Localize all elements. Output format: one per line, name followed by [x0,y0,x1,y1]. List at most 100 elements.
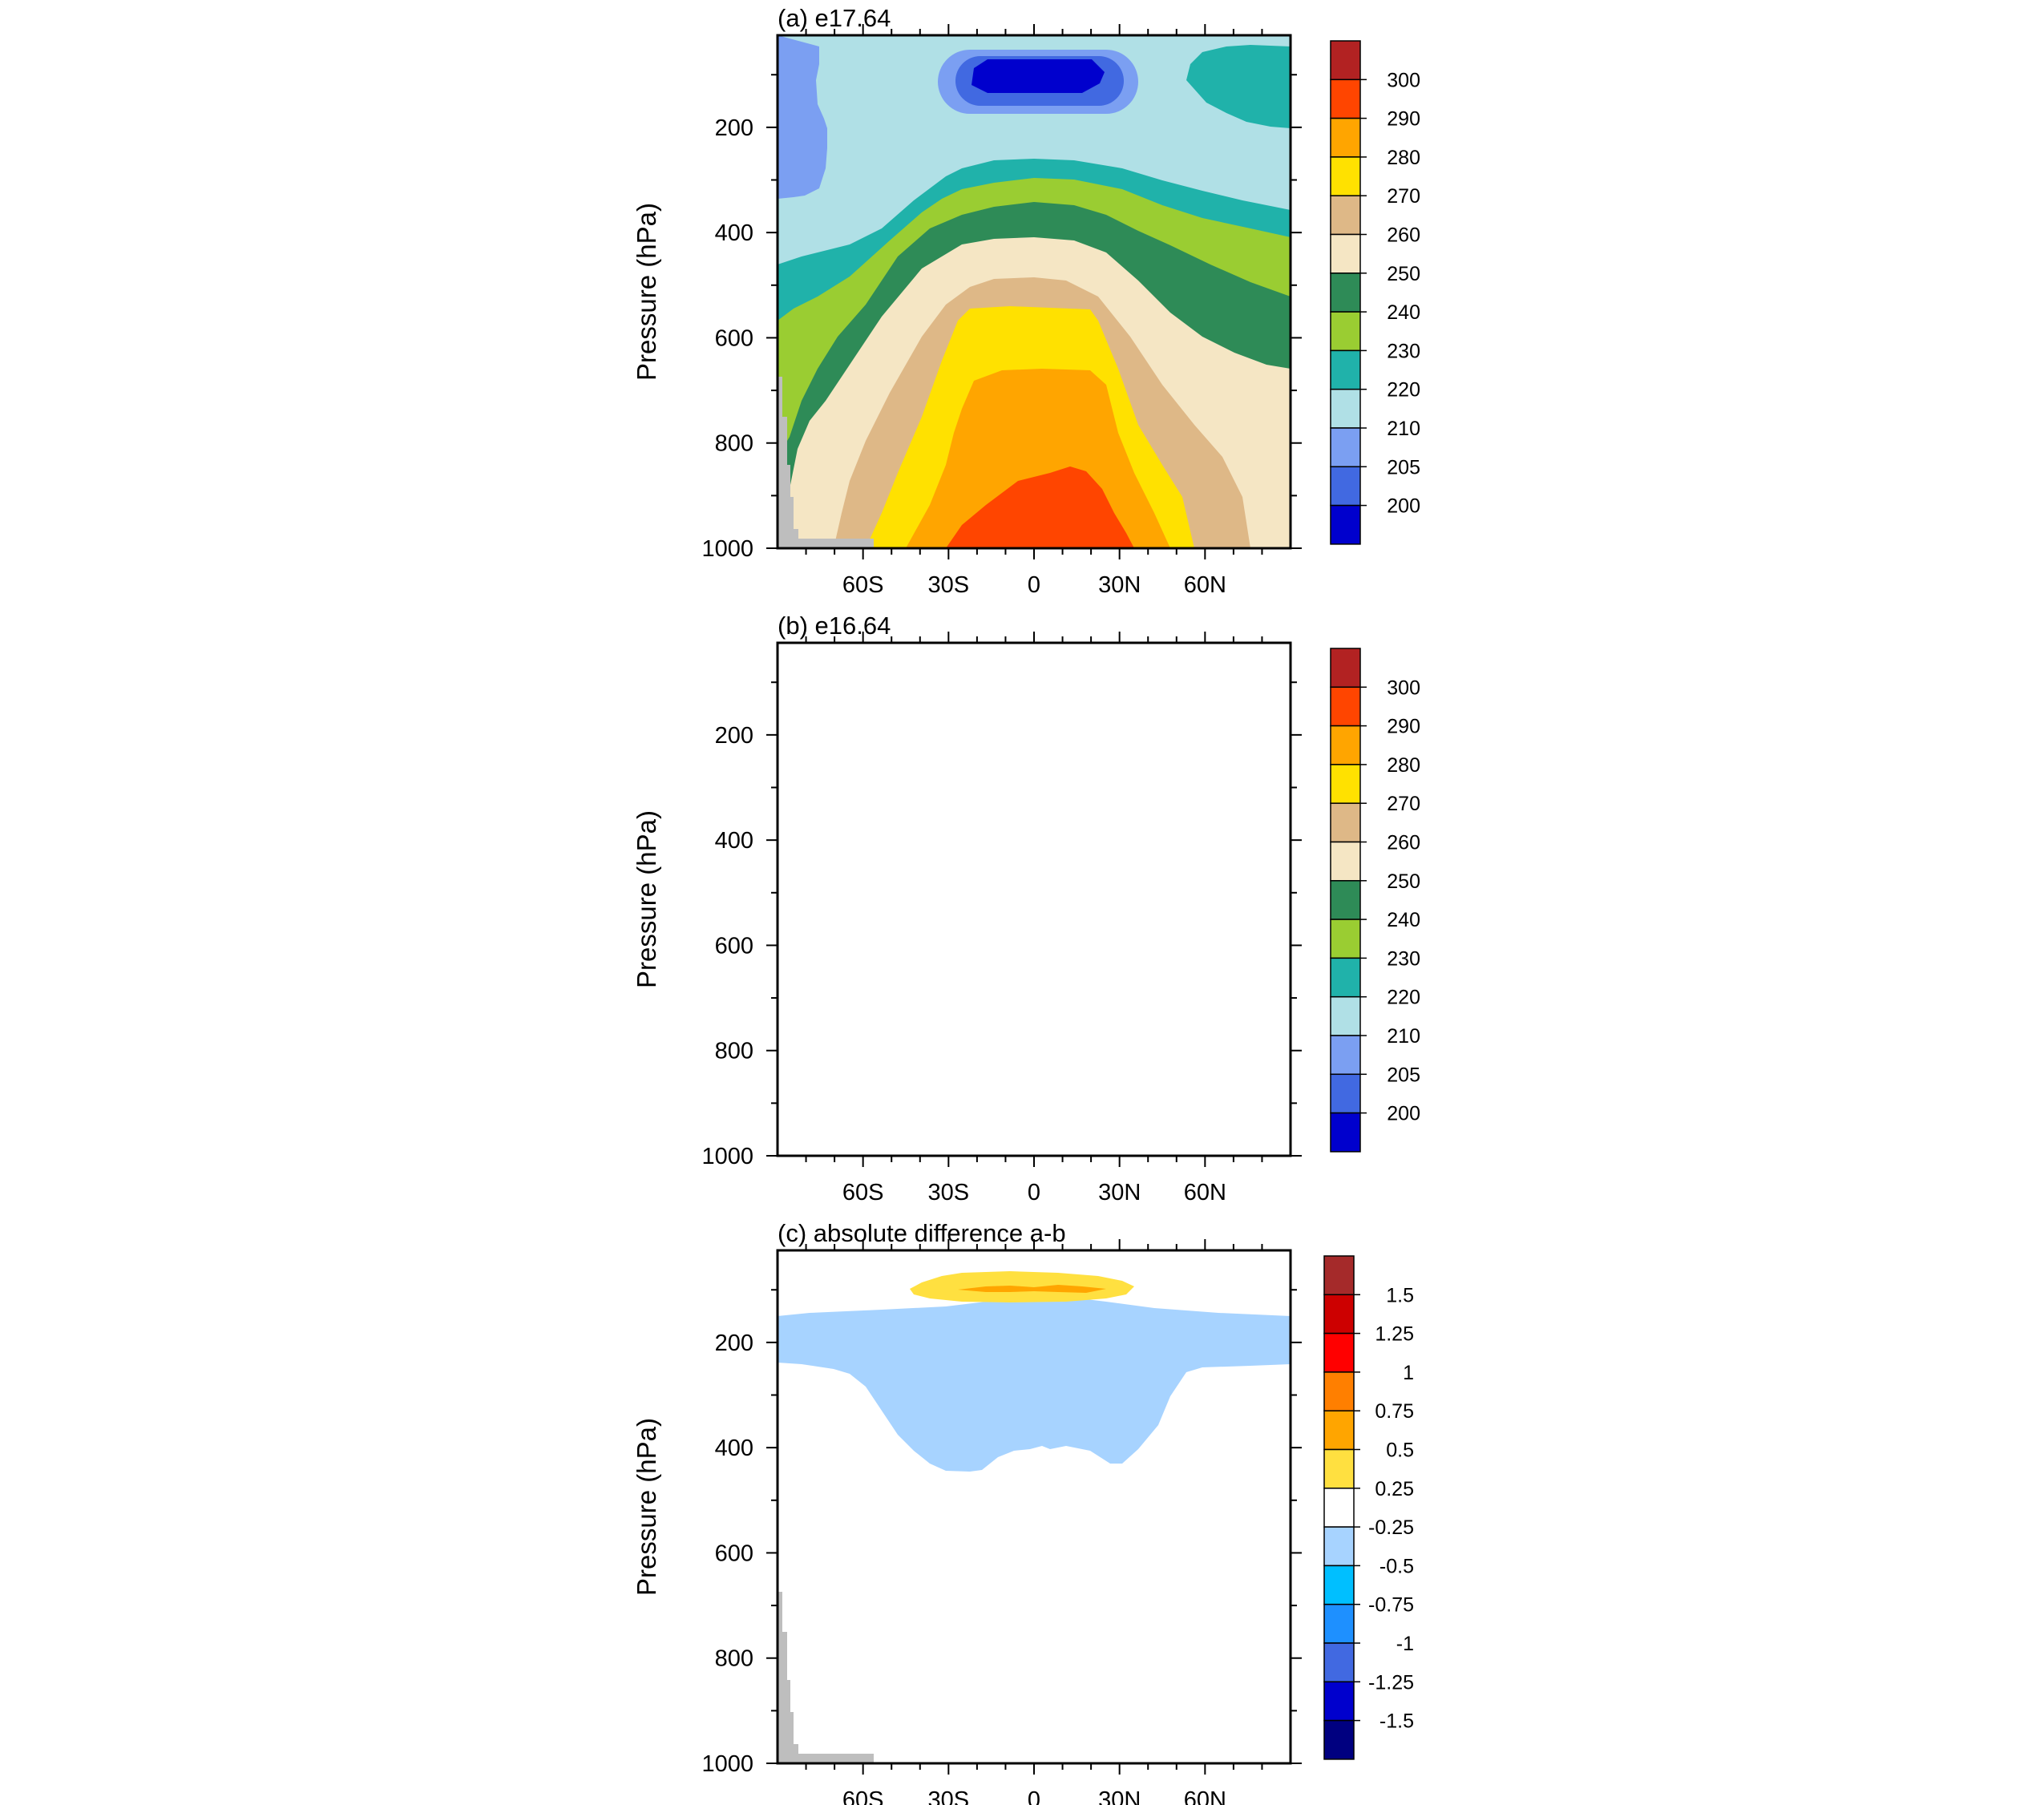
colorbar-label: 200 [1387,1103,1420,1125]
colorbar-label: 240 [1387,909,1420,931]
contour-band-below-200 [972,59,1105,93]
colorbar-label: 270 [1387,793,1420,815]
y-axis-label: Pressure (hPa) [632,810,661,988]
colorbar-box [1330,504,1361,545]
colorbar-box [1330,388,1361,429]
x-axis: 60S 30S 0 30N 60N [805,24,1263,598]
contour-band-205-left [778,35,827,199]
colorbar-label: 0.75 [1375,1400,1414,1423]
colorbar-box [1330,40,1361,81]
colorbar-label: 205 [1387,1064,1420,1086]
y-tick-label: 200 [715,115,753,141]
x-tick-label: 60S [842,1787,884,1805]
colorbar-box [1330,1112,1361,1153]
colorbar-box [1323,1719,1355,1760]
colorbar-label: 220 [1387,379,1420,402]
y-tick-label: 800 [715,1646,753,1672]
colorbar-label: -1 [1396,1633,1414,1655]
colorbar-label: 290 [1387,716,1420,738]
y-tick-label: 600 [715,1541,753,1566]
contour-band-280 [906,976,1170,1156]
colorbar-label: 300 [1387,676,1420,699]
x-tick-label: 30N [1098,572,1141,598]
colorbar-label: 0.25 [1375,1478,1414,1500]
x-tick-label: 60N [1184,1787,1226,1805]
x-axis: 60S 30S 0 30N 60N [805,632,1263,1205]
x-tick-label: 0 [1028,1180,1040,1205]
colorbar: 1.5 1.25 1 0.75 0.5 0.25 -0.25 -0.5 -0.75 -1 -1.25… [1323,1255,1414,1760]
colorbar-box [1330,919,1361,959]
y-tick-label: 1000 [701,536,753,562]
y-axis: 200 400 600 800 1000 [701,1289,1302,1777]
contour-band-240 [778,810,1291,1156]
colorbar-label: 260 [1387,224,1420,247]
colorbar-box [1330,156,1361,196]
land-mask [778,984,874,1156]
x-tick-label: 30S [928,572,970,598]
colorbar-box [1330,995,1361,1036]
colorbar-box [1330,880,1361,920]
contour-band-0.5 [958,1285,1106,1293]
x-tick-label: 30S [928,1787,970,1805]
colorbar-box [1323,1410,1355,1451]
contour-band-230 [778,785,1291,1156]
colorbar-label: 290 [1387,108,1420,131]
colorbar: 300 290 280 270 260 250 240 230 220 210 205 200 [1330,648,1420,1153]
colorbar-label: 240 [1387,301,1420,324]
colorbar-label: 230 [1387,947,1420,970]
land-mask [778,377,874,548]
contour-band-220 [778,766,1291,1156]
colorbar-label: -0.75 [1368,1594,1414,1617]
contour-band-290 [946,1074,1134,1156]
y-axis-label: Pressure (hPa) [632,203,661,381]
y-tick-label: 200 [715,723,753,749]
y-tick-label: 400 [715,1436,753,1461]
contour-band-210 [778,643,1291,1156]
x-tick-label: 60S [842,572,884,598]
colorbar-label: -0.25 [1368,1516,1414,1539]
x-axis: 60S 30S 0 30N 60N [805,1239,1263,1805]
colorbar-label: 200 [1387,495,1420,518]
colorbar-label: 230 [1387,340,1420,362]
colorbar-box [1330,725,1361,765]
contour-band-220-right [1186,45,1291,128]
y-tick-label: 400 [715,220,753,246]
panel-title: (a) e17.64 [778,4,891,32]
colorbar-box [1323,1448,1355,1489]
colorbar: 300 290 280 270 260 250 240 230 220 210 205 200 [1330,40,1420,545]
colorbar-label: 205 [1387,456,1420,479]
contour-band-290 [946,466,1134,548]
x-tick-label: 30N [1098,1787,1141,1805]
colorbar-box [1330,273,1361,313]
panel-title: (c) absolute difference a-b [778,1219,1066,1247]
colorbar-box [1330,648,1361,688]
colorbar-box [1330,686,1361,727]
colorbar-box [1330,349,1361,390]
contour-band-260 [834,885,1250,1156]
colorbar-box [1323,1603,1355,1644]
colorbar-label: 210 [1387,418,1420,440]
contour-band-250 [778,845,1291,1156]
y-axis: 200 400 600 800 1000 [701,74,1302,562]
colorbar-box [1323,1255,1355,1296]
colorbar-box [1330,764,1361,804]
colorbar-label: 1.5 [1386,1284,1414,1306]
y-tick-label: 800 [715,431,753,457]
colorbar-box [1330,79,1361,119]
y-axis-label: Pressure (hPa) [632,1418,661,1596]
colorbar-label: 280 [1387,147,1420,169]
x-tick-label: 60N [1184,572,1226,598]
panel-c: (c) absolute difference a-b 60S 30S 0 30N 60… [632,1219,1414,1805]
colorbar-box [1330,957,1361,998]
colorbar-box [1330,195,1361,236]
colorbar-label: 260 [1387,832,1420,854]
colorbar-box [1323,1681,1355,1722]
contour-field [778,35,1291,548]
x-tick-label: 30N [1098,1180,1141,1205]
colorbar-label: -0.5 [1379,1555,1414,1577]
contour-band-minus-0.25 [778,1295,1291,1472]
panel-a: (a) e17.64 60S 30S 0 30N 60N 200 400 600 800 100… [632,4,1420,598]
contour-band-205-left [778,643,827,806]
colorbar-label: 0.5 [1386,1440,1414,1462]
colorbar-label: -1.5 [1379,1710,1414,1733]
